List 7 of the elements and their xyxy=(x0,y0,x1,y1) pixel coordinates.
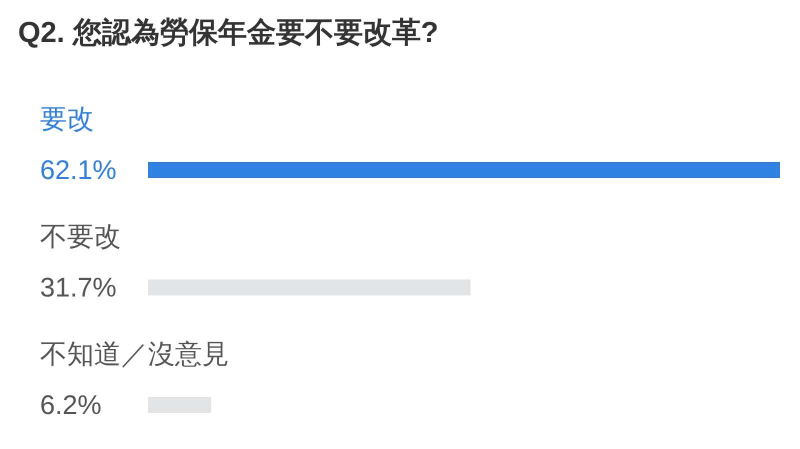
y-tick-label: 不知道／沒意見 xyxy=(40,339,229,369)
data-label: 62.1% xyxy=(40,155,117,185)
chart-title: Q2. 您認為勞保年金要不要改革? xyxy=(18,17,439,49)
data-label: 31.7% xyxy=(40,272,117,302)
data-label: 6.2% xyxy=(40,390,102,420)
y-tick-label: 要改 xyxy=(40,104,94,134)
y-tick-label: 不要改 xyxy=(40,222,121,252)
